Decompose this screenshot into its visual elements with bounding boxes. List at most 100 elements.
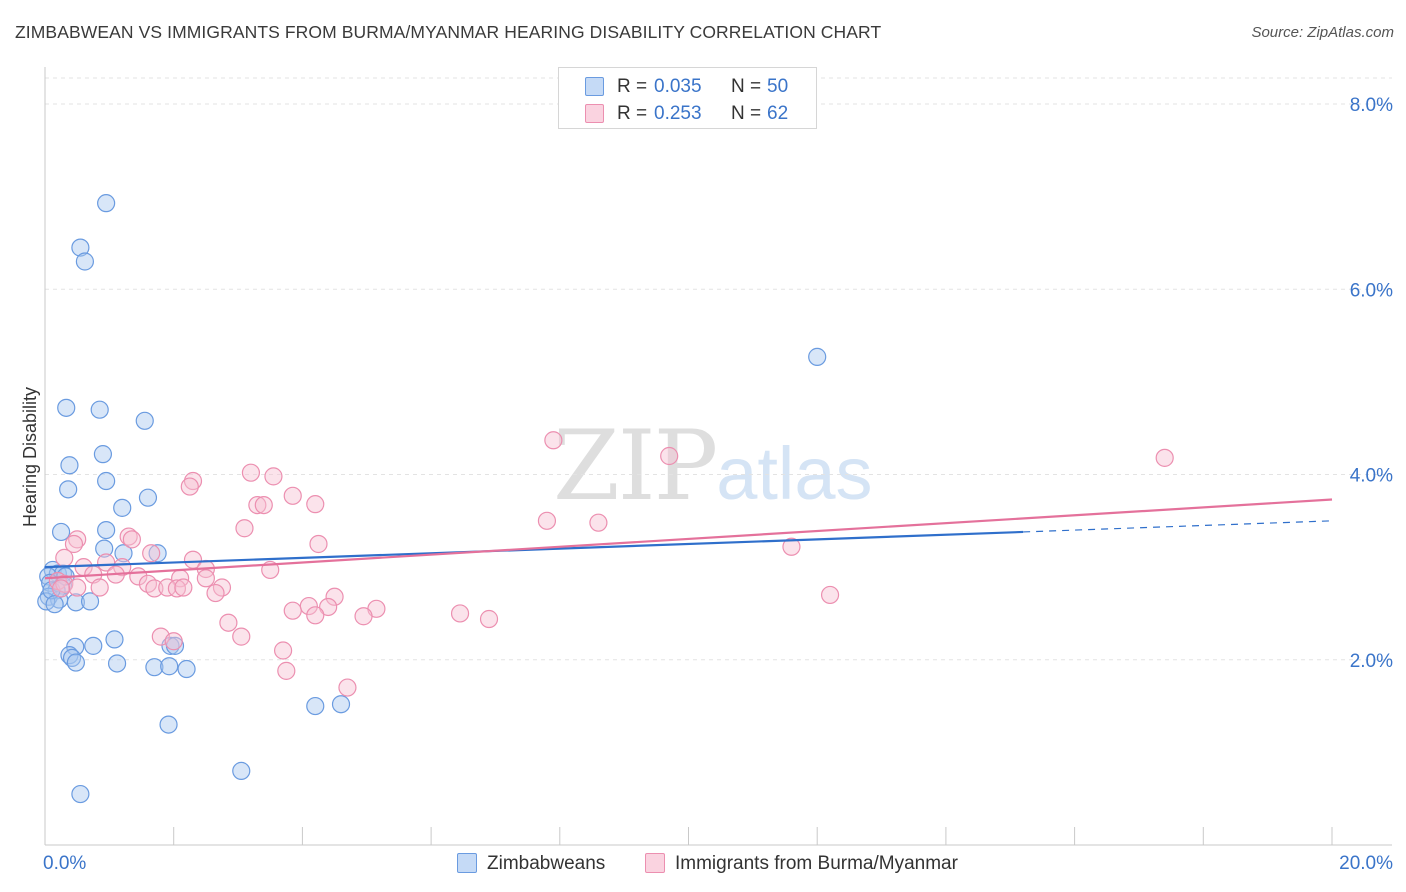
bottom-legend-swatch-pink (645, 853, 665, 873)
zimbabwean-point (71, 784, 90, 804)
burma-point (782, 537, 801, 556)
legend-r-value-2: 0.253 (654, 103, 702, 124)
burma-point (196, 569, 215, 588)
burma-point (319, 597, 338, 617)
bottom-legend-label-burma: Immigrants from Burma/Myanmar (675, 853, 958, 874)
burma-point (235, 519, 254, 538)
zimbabwean-point (113, 498, 132, 517)
burma-point (660, 446, 679, 466)
burma-point (64, 534, 84, 554)
burma-point (1155, 448, 1174, 467)
zimbabwean-point (93, 445, 113, 464)
zimbabwean-point (105, 630, 124, 649)
burma-point (90, 578, 109, 597)
burma-point (338, 678, 357, 697)
source-label: Source: ZipAtlas.com (1251, 24, 1394, 41)
burma-point (479, 609, 499, 629)
correlation-legend: R = 0.035 N = 50 R = 0.253 N = 62 (558, 67, 817, 129)
burma-point (142, 544, 161, 563)
zimbabwean-point (97, 520, 116, 540)
legend-n-label-2: N = (731, 103, 767, 124)
burma-point (122, 530, 141, 549)
burma-point (51, 579, 71, 598)
legend-swatch-pink (585, 104, 604, 123)
legend-r-label-2: R = (617, 103, 653, 124)
zimbabwean-point (90, 400, 109, 419)
burma-point (232, 627, 251, 646)
zimbabwean-point (97, 471, 116, 491)
y-axis-label: Hearing Disability (20, 387, 40, 527)
burma-point (206, 583, 225, 603)
burma-point (145, 579, 164, 598)
zimbabwean-point (84, 636, 103, 655)
bottom-legend-label-zimbabweans: Zimbabweans (487, 853, 606, 874)
zimbabwean-point (95, 539, 114, 558)
burma-point (119, 527, 138, 546)
zimbabwean-point (51, 522, 71, 542)
zimbabwean-point (232, 761, 251, 781)
burma-point (55, 548, 74, 567)
zimbabwean-trendline-extension (1023, 520, 1333, 533)
burma-point (325, 587, 344, 606)
burma-point (354, 607, 373, 626)
zimbabwean-point (45, 595, 64, 614)
zimbabwean-point (107, 654, 127, 673)
zimbabwean-point (59, 480, 78, 499)
burma-point (450, 604, 470, 623)
y-tick-label: 8.0% (1350, 95, 1393, 116)
zimbabwean-point (135, 411, 154, 430)
bottom-legend-swatch-blue (457, 853, 477, 873)
y-tick-label: 2.0% (1350, 651, 1393, 672)
burma-point (820, 585, 840, 605)
burma-point (174, 578, 193, 597)
burma-point (248, 495, 267, 515)
burma-point (219, 613, 238, 632)
legend-r-value-1: 0.035 (654, 76, 702, 97)
zimbabwean-point (114, 544, 133, 563)
zimbabwean-point (177, 659, 196, 679)
burma-point (68, 578, 87, 597)
burma-point (183, 471, 203, 491)
burma-point (544, 431, 563, 450)
zimbabwean-point (57, 398, 76, 417)
zimbabwean-point (66, 653, 85, 672)
zimbabwean-point (148, 544, 167, 563)
zimbabwean-point (97, 194, 116, 213)
zimbabwean-point (60, 456, 79, 475)
zimbabwean-point (160, 657, 179, 676)
zimbabwean-point (306, 696, 325, 716)
burma-trendline (44, 498, 1333, 580)
burma-point (283, 601, 302, 620)
legend-n-label-1: N = (731, 76, 767, 97)
legend-n-value-2: 62 (767, 103, 789, 124)
burma-point (306, 606, 325, 625)
zimbabwean-point (145, 658, 164, 677)
burma-point (254, 495, 273, 515)
burma-point (167, 579, 187, 598)
burma-point (589, 513, 608, 532)
burma-point (113, 558, 132, 577)
burma-point (537, 511, 557, 530)
zimbabwean-point (66, 593, 85, 612)
legend-swatch-blue (585, 77, 604, 96)
zimbabwean-point (80, 592, 100, 611)
x-tick-label-min: 0.0% (43, 853, 86, 874)
burma-point (241, 463, 261, 482)
legend-r-label-1: R = (617, 76, 653, 97)
zimbabwean-point (331, 695, 351, 714)
zimbabwean-point (808, 347, 827, 366)
burma-point (264, 467, 283, 486)
burma-point (273, 641, 293, 660)
burma-point (277, 661, 296, 680)
burma-point (158, 578, 177, 597)
zimbabwean-point (60, 646, 79, 665)
zimbabwean-trendline (44, 530, 1024, 569)
zimbabwean-point (159, 715, 178, 734)
y-tick-label: 4.0% (1350, 466, 1393, 487)
burma-point (306, 495, 325, 514)
zimbabwean-point (71, 238, 90, 257)
chart-title: ZIMBABWEAN VS IMMIGRANTS FROM BURMA/MYAN… (15, 22, 882, 42)
burma-point (283, 486, 302, 505)
legend-n-value-1: 50 (767, 76, 789, 97)
